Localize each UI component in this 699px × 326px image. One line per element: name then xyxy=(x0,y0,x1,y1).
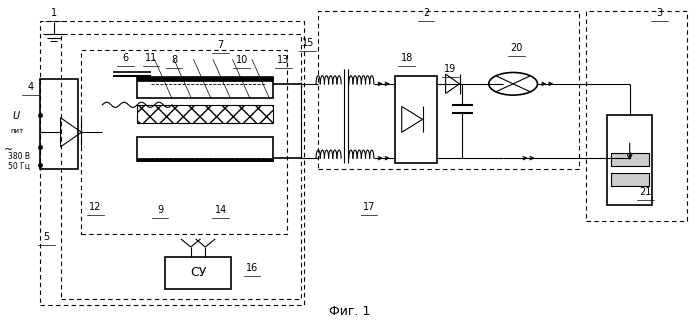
Text: 6: 6 xyxy=(122,53,129,63)
FancyBboxPatch shape xyxy=(137,157,273,161)
Text: 1: 1 xyxy=(50,8,57,18)
Text: 9: 9 xyxy=(157,205,163,215)
Text: 3: 3 xyxy=(656,8,663,18)
Text: 13: 13 xyxy=(278,54,289,65)
FancyBboxPatch shape xyxy=(137,105,273,123)
Text: 21: 21 xyxy=(639,187,651,197)
Text: 50 Гц: 50 Гц xyxy=(8,162,30,171)
Text: 5: 5 xyxy=(43,232,50,242)
Text: 7: 7 xyxy=(217,40,224,50)
Text: ~: ~ xyxy=(3,145,13,155)
Text: 18: 18 xyxy=(401,53,412,63)
FancyBboxPatch shape xyxy=(611,153,649,166)
Text: 8: 8 xyxy=(171,54,177,65)
Text: 19: 19 xyxy=(445,64,456,74)
Text: СУ: СУ xyxy=(190,266,206,279)
Text: 20: 20 xyxy=(510,43,523,53)
Text: 12: 12 xyxy=(89,202,101,212)
Text: 380 В: 380 В xyxy=(8,152,30,161)
Text: 14: 14 xyxy=(215,205,226,215)
FancyBboxPatch shape xyxy=(611,173,649,185)
Text: 15: 15 xyxy=(301,38,314,48)
Text: 2: 2 xyxy=(423,8,429,18)
Text: 11: 11 xyxy=(145,53,157,63)
Text: 17: 17 xyxy=(363,202,375,212)
Text: 10: 10 xyxy=(236,54,247,65)
Text: Фиг. 1: Фиг. 1 xyxy=(329,305,370,318)
Text: пит: пит xyxy=(10,128,23,134)
FancyBboxPatch shape xyxy=(137,77,273,81)
Text: $U$: $U$ xyxy=(12,109,21,121)
Text: 4: 4 xyxy=(27,82,34,92)
Text: 16: 16 xyxy=(246,263,258,273)
